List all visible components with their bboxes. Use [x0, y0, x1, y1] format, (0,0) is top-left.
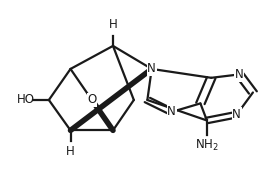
Text: N: N [232, 108, 241, 121]
Text: H: H [109, 18, 118, 31]
Text: HO: HO [17, 94, 35, 106]
Text: N: N [147, 62, 156, 76]
Text: O: O [87, 94, 97, 106]
Text: N: N [235, 68, 244, 81]
Text: N: N [167, 105, 176, 119]
Text: H: H [66, 145, 75, 158]
Text: NH$_2$: NH$_2$ [195, 138, 219, 153]
